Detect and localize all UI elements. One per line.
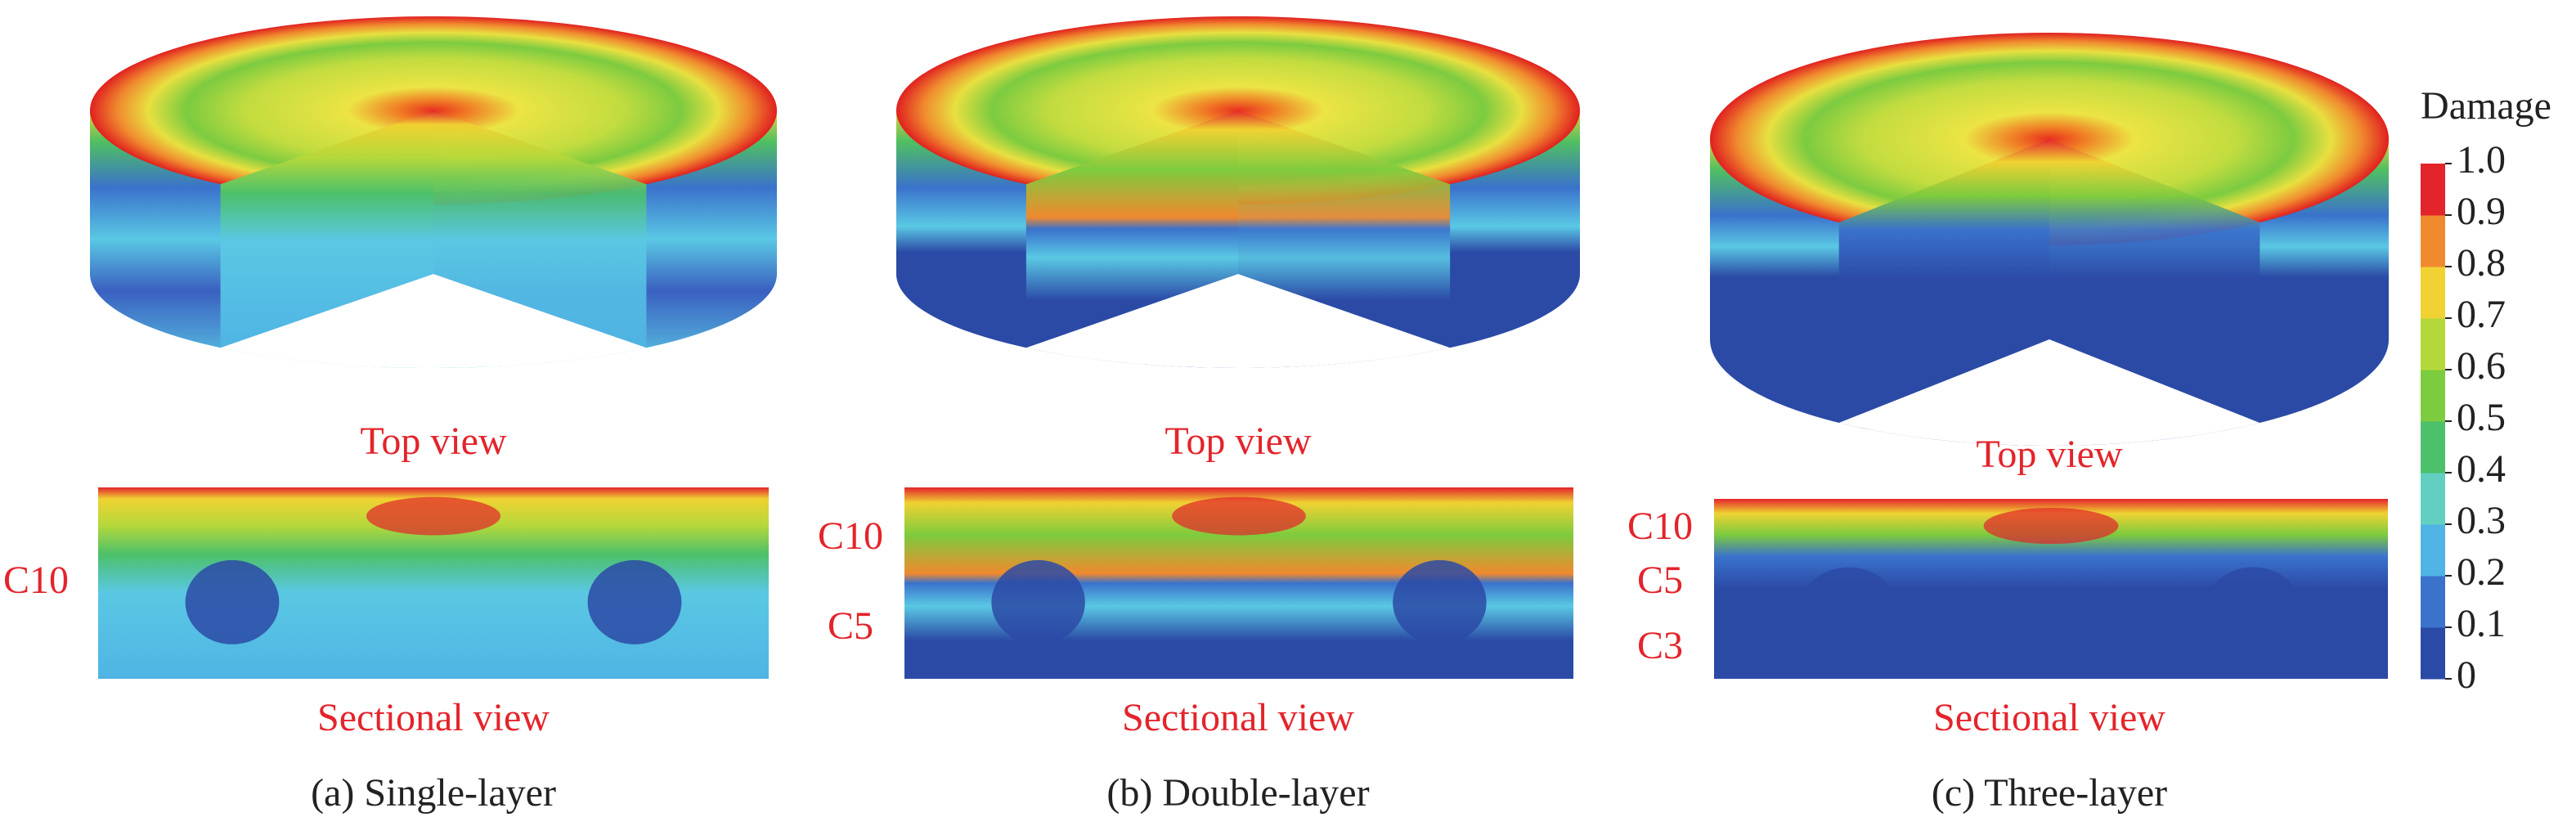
section-view-label: Sectional view	[1122, 696, 1354, 739]
panel-caption: (c) Three-layer	[1932, 771, 2167, 815]
colorbar-segment	[2421, 524, 2445, 577]
layer-label: C10	[1627, 505, 1693, 548]
colorbar-tick-label: 0.2	[2457, 550, 2506, 594]
cutout-blank	[220, 274, 647, 369]
damage-blob	[2206, 567, 2300, 647]
damage-blob	[185, 559, 280, 644]
colorbar-segment	[2421, 473, 2445, 525]
panel-caption: (a) Single-layer	[311, 771, 556, 815]
colorbar-title: Damage	[2421, 84, 2551, 128]
top-view-label: Top view	[1976, 433, 2123, 476]
layer-label: C5	[1637, 559, 1683, 602]
section-view-label: Sectional view	[1933, 696, 2165, 739]
cut-face	[220, 110, 433, 348]
colorbar-tick-label: 0.9	[2457, 190, 2506, 233]
layer-label: C5	[828, 604, 873, 648]
artwork	[90, 16, 2452, 680]
damage-blob	[991, 559, 1085, 644]
damage-blob	[366, 496, 500, 536]
cut-face	[1238, 110, 1451, 348]
cutout-blank	[1025, 274, 1451, 369]
labels: Top view Sectional view (a) Single-layer C1…	[3, 84, 2551, 815]
colorbar-tick-label: 0.4	[2457, 447, 2506, 491]
layer-label: C10	[3, 559, 69, 602]
top-view-label: Top view	[360, 420, 507, 463]
damage-blob	[1393, 559, 1487, 644]
damage-blob	[1983, 508, 2119, 544]
top-view-label: Top view	[1165, 420, 1312, 463]
cut-face	[1025, 110, 1238, 348]
colorbar-segment	[2421, 370, 2445, 422]
colorbar-tick-label: 1.0	[2457, 138, 2506, 182]
colorbar-tick-label: 0.8	[2457, 241, 2506, 285]
damage-blob	[1172, 496, 1306, 536]
damage-blob	[587, 559, 682, 644]
colorbar-segment	[2421, 627, 2445, 680]
cut-face	[1838, 139, 2049, 423]
layer-label: C3	[1637, 624, 1683, 667]
panel-caption: (b) Double-layer	[1106, 771, 1369, 815]
colorbar-segment	[2421, 318, 2445, 370]
colorbar-tick-label: 0.6	[2457, 344, 2506, 388]
colorbar-tick-label: 0	[2457, 653, 2476, 697]
colorbar-segment	[2421, 421, 2445, 474]
colorbar-tick-label: 0.1	[2457, 602, 2506, 645]
section-view-label: Sectional view	[317, 696, 550, 739]
damage-blob	[1802, 567, 1896, 647]
colorbar-segment	[2421, 215, 2445, 267]
colorbar-segment	[2421, 164, 2445, 216]
layer-label: C10	[818, 514, 883, 558]
cut-face	[2049, 139, 2260, 423]
colorbar-segment	[2421, 576, 2445, 628]
colorbar-tick-label: 0.7	[2457, 293, 2506, 336]
colorbar-tick-label: 0.3	[2457, 499, 2506, 542]
colorbar-tick-label: 0.5	[2457, 396, 2506, 439]
cutout-blank	[1838, 339, 2260, 446]
cut-face	[433, 110, 647, 348]
colorbar-segment	[2421, 267, 2445, 319]
